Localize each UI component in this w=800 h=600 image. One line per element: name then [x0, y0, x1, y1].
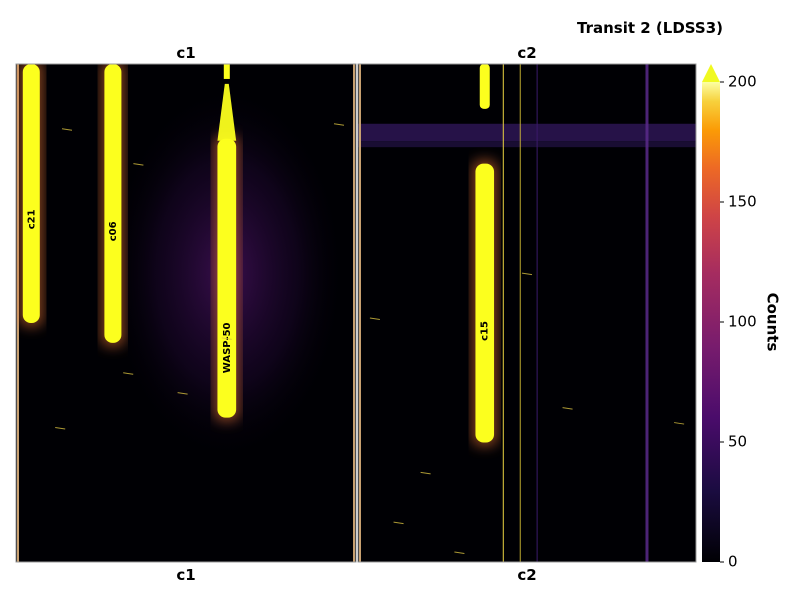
cosmic-ray	[221, 337, 232, 340]
panel-c1: c21 c06 WASP-50 c1 c1	[15, 44, 357, 584]
trace-body	[104, 64, 122, 343]
trace-wasp-50: WASP-50	[213, 134, 241, 422]
chart-title: Transit 2 (LDSS3)	[577, 19, 723, 37]
colorbar-tick-label: 50	[728, 433, 747, 451]
cosmic-ray	[177, 392, 188, 395]
cosmic-ray	[333, 123, 345, 126]
panel-bottom-label: c1	[176, 566, 195, 584]
trace-taper	[217, 83, 237, 141]
cosmic-ray	[420, 471, 431, 475]
colorbar: 0 50 100 150 200 Counts	[702, 64, 782, 571]
cosmic-ray	[562, 407, 573, 410]
cosmic-ray	[393, 521, 404, 525]
trace-body	[217, 138, 237, 418]
trace-c15: c15	[471, 159, 499, 447]
cosmic-ray	[454, 551, 465, 555]
panel-top-label: c2	[517, 44, 536, 62]
cosmic-ray	[133, 163, 144, 166]
trace-fragment	[479, 64, 490, 109]
trace-c06: c06	[100, 64, 126, 347]
colorbar-tick-label: 100	[728, 313, 757, 331]
colorbar-extend-arrow	[702, 64, 720, 82]
trace-c21: c21	[18, 64, 44, 327]
trace-label: c15	[480, 321, 491, 341]
panel-bottom-label: c2	[517, 566, 536, 584]
cosmic-ray	[55, 427, 66, 430]
colorbar-tick-label: 0	[728, 553, 738, 571]
panel-c2: c15 c2 c2	[357, 44, 697, 584]
panel-top-label: c1	[176, 44, 195, 62]
trace-body	[22, 64, 40, 323]
colorbar-tick-label: 150	[728, 193, 757, 211]
panel-frame	[15, 63, 357, 563]
bad-row-band	[358, 141, 696, 148]
cosmic-ray	[369, 317, 380, 320]
cosmic-ray	[61, 128, 73, 131]
colorbar-label: Counts	[764, 293, 782, 352]
bad-row-band	[358, 123, 696, 142]
cosmic-ray	[521, 272, 533, 276]
cosmic-ray	[123, 372, 134, 375]
colorbar-tick-label: 200	[728, 73, 757, 91]
cosmic-ray	[674, 422, 685, 425]
panels: c21 c06 WASP-50 c1 c1 c15 c2 c2	[15, 44, 697, 584]
colorbar-gradient	[702, 82, 720, 562]
trace-label: WASP-50	[222, 322, 233, 373]
trace-label: c06	[108, 221, 119, 241]
panel-frame	[357, 63, 697, 563]
trace-body	[475, 163, 495, 443]
trace-label: c21	[26, 209, 37, 229]
trace-fragment	[223, 64, 230, 79]
